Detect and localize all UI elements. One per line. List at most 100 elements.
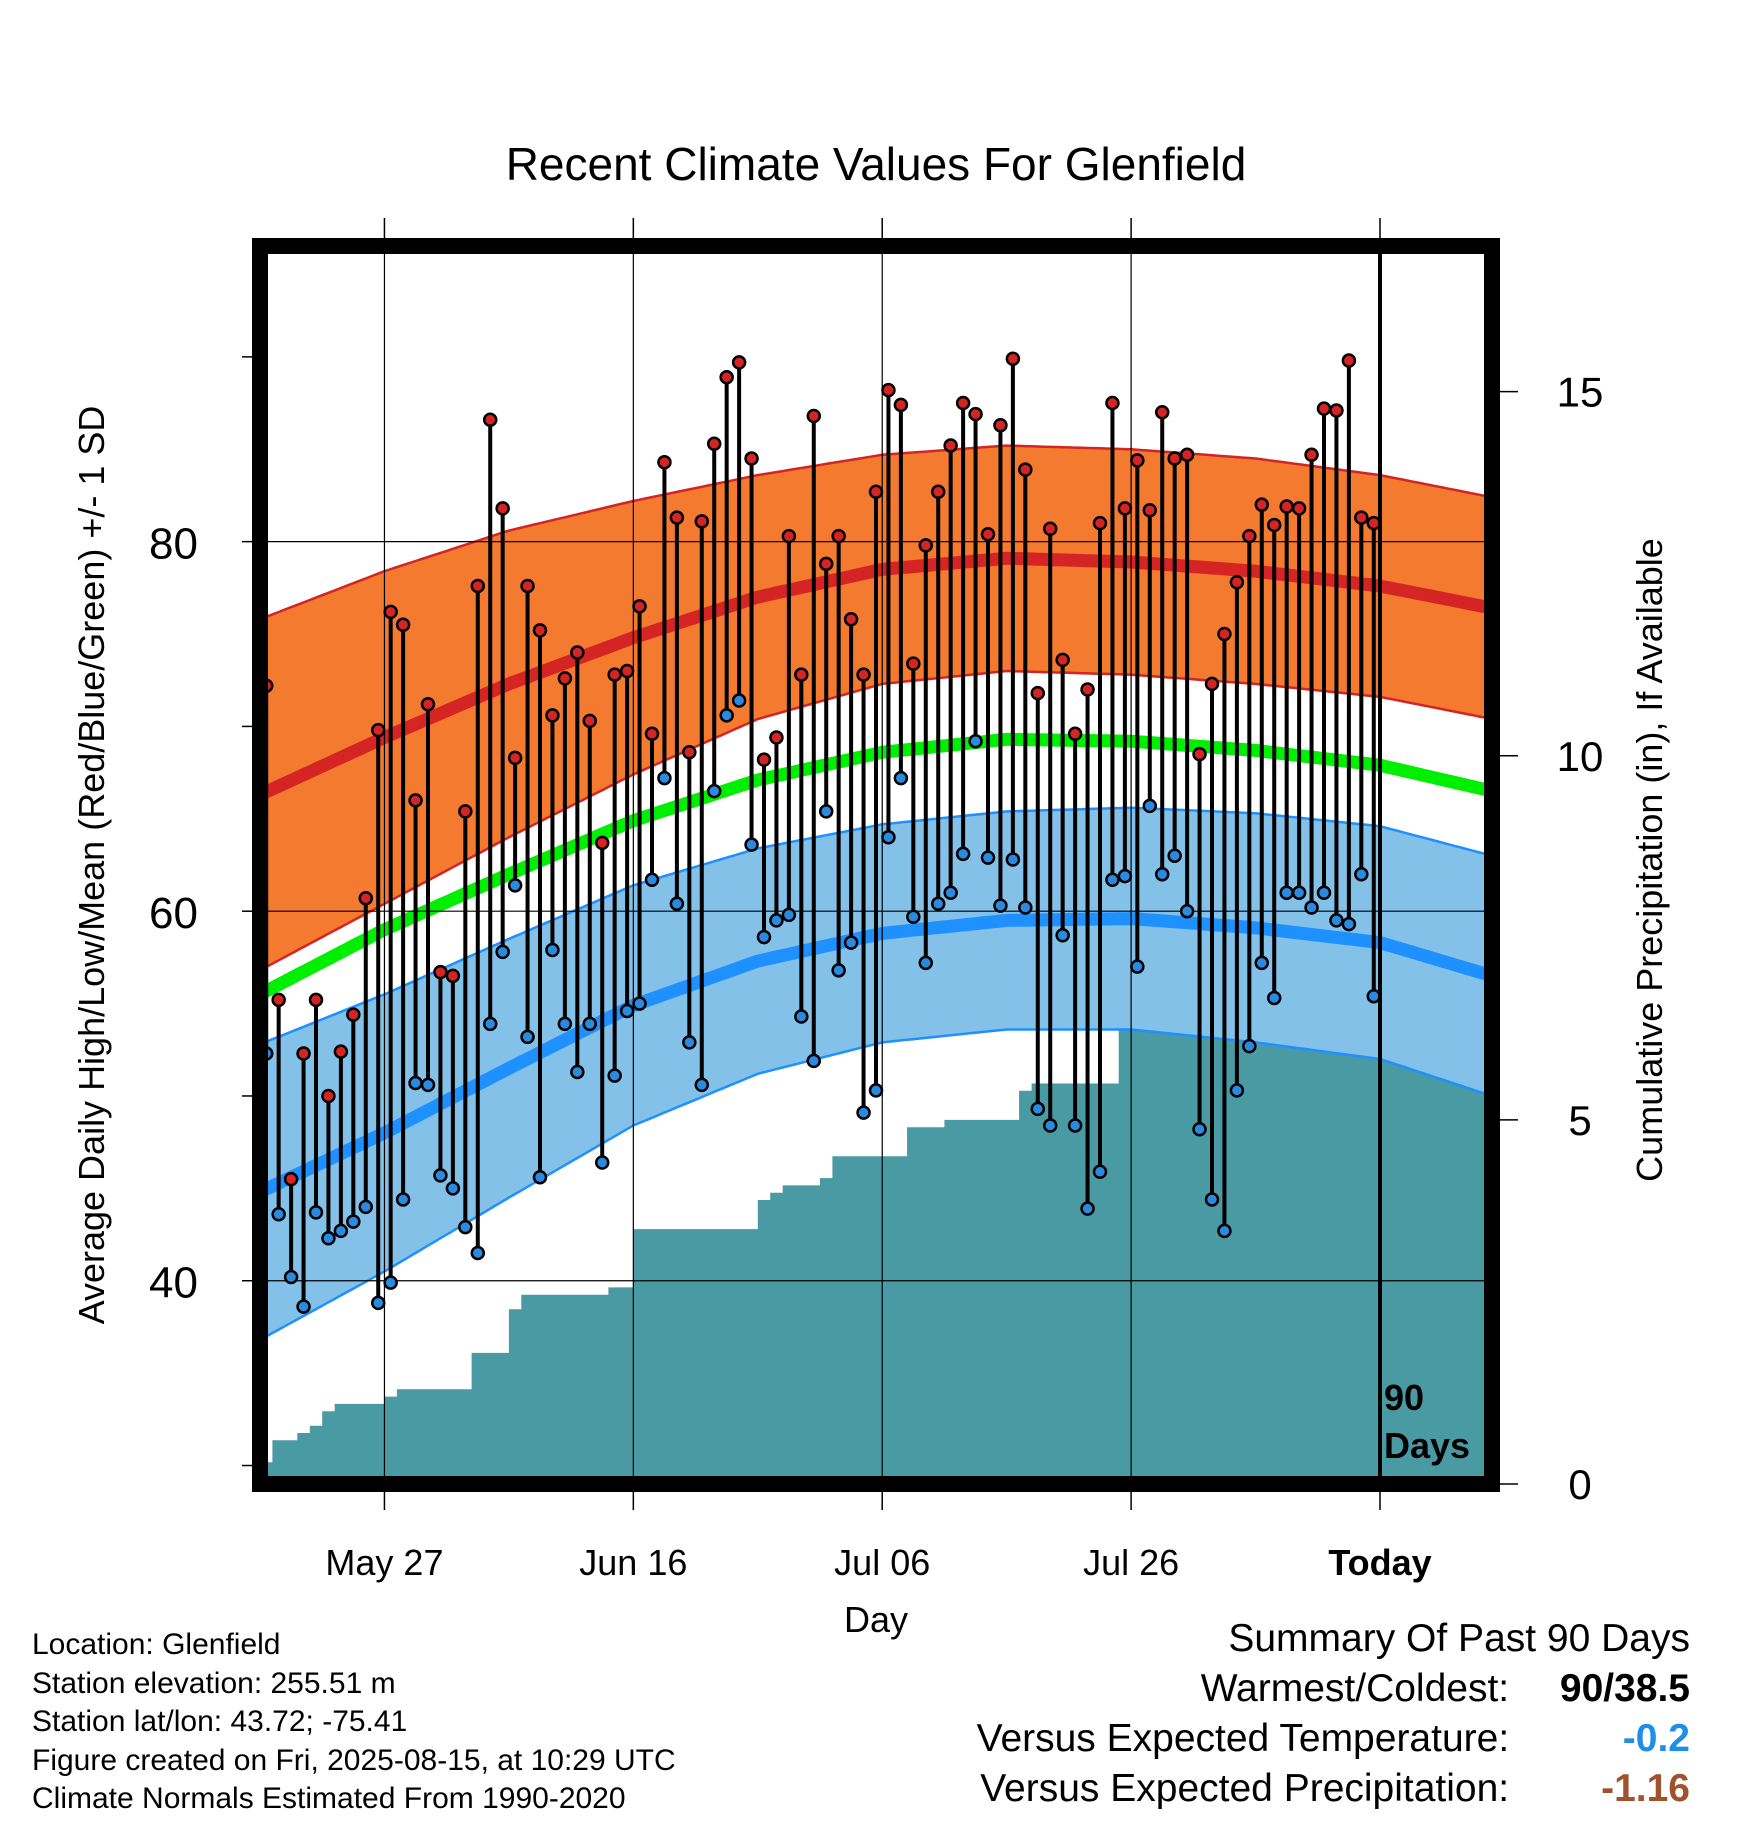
daily-high-point	[333, 1044, 349, 1059]
daily-high-point	[1042, 521, 1058, 536]
daily-low-point	[1042, 1118, 1058, 1133]
daily-low-point	[955, 846, 971, 862]
daily-low-point	[719, 708, 734, 723]
daily-low-point	[1005, 852, 1021, 867]
daily-low-point	[918, 955, 934, 971]
daily-high-point	[557, 671, 573, 686]
daily-low-point	[1254, 955, 1270, 971]
daily-low-point	[445, 1181, 461, 1196]
daily-low-point	[1229, 1083, 1245, 1098]
daily-high-point	[930, 484, 946, 500]
y-tick-label-60: 60	[149, 889, 198, 938]
daily-low-point	[1366, 988, 1382, 1004]
daily-high-point	[420, 696, 436, 712]
y2-tick-label-5: 5	[1568, 1097, 1591, 1144]
daily-low-point	[968, 733, 983, 749]
daily-high-point	[1366, 515, 1382, 531]
daily-high-point	[968, 406, 983, 422]
daily-high-point	[943, 438, 958, 453]
daily-low-point	[831, 963, 846, 978]
daily-high-point	[1067, 726, 1083, 742]
daily-low-point	[1154, 866, 1170, 882]
daily-high-point	[283, 1171, 299, 1187]
daily-low-point	[657, 770, 672, 786]
daily-low-point	[420, 1077, 436, 1093]
daily-low-point	[1117, 868, 1133, 884]
daily-high-point	[1316, 401, 1332, 416]
daily-low-point	[395, 1192, 411, 1207]
temp-label: Versus Expected Temperature:	[976, 1717, 1510, 1760]
precip-label: Versus Expected Precipitation:	[980, 1767, 1510, 1810]
precip-value: -1.16	[1601, 1767, 1690, 1810]
y-tick-label-80: 80	[149, 520, 198, 569]
daily-high-point	[906, 656, 921, 671]
daily-high-point	[831, 528, 846, 544]
daily-high-point	[594, 835, 610, 851]
normals-text: Climate Normals Estimated From 1990-2020	[32, 1782, 626, 1815]
daily-high-point	[370, 722, 386, 738]
daily-low-point	[482, 1016, 498, 1032]
daily-high-point	[669, 510, 685, 525]
plot-frame	[252, 238, 1500, 1492]
y2-tick-label-15: 15	[1557, 369, 1604, 416]
daily-low-point	[1130, 959, 1145, 974]
daily-low-point	[1354, 866, 1369, 882]
daily-high-point	[1217, 626, 1232, 642]
daily-high-point	[1117, 501, 1133, 516]
low-sd-band	[260, 807, 1492, 1340]
daily-low-point	[769, 913, 784, 928]
daily-high-point	[1341, 353, 1357, 368]
temp-value: -0.2	[1622, 1717, 1690, 1760]
daily-high-point	[1030, 685, 1046, 701]
daily-low-point	[520, 1029, 535, 1045]
daily-low-point	[1030, 1101, 1046, 1117]
daily-high-point	[1304, 447, 1319, 463]
daily-low-point	[283, 1269, 299, 1285]
daily-low-point	[1266, 990, 1282, 1006]
daily-low-point	[1055, 927, 1070, 943]
daily-low-point	[321, 1230, 336, 1246]
daily-low-point	[507, 878, 523, 893]
daily-high-point	[308, 992, 324, 1008]
daily-high-point	[719, 369, 734, 385]
y-tick-label-40: 40	[149, 1259, 198, 1308]
x-tick-label-today: Today	[1328, 1542, 1431, 1583]
today-days-word: Days	[1384, 1425, 1470, 1466]
daily-high-point	[607, 667, 622, 682]
daily-low-point	[794, 1009, 809, 1024]
x-axis-label: Day	[844, 1599, 908, 1640]
daily-high-point	[445, 968, 461, 984]
high-upper-edge	[260, 444, 1492, 621]
daily-low-point	[1080, 1201, 1095, 1216]
daily-low-point	[470, 1245, 486, 1261]
x-tick-label-jun-16: Jun 16	[579, 1542, 687, 1583]
daily-low-point	[943, 885, 958, 900]
daily-low-point	[980, 850, 996, 865]
daily-low-point	[744, 837, 759, 852]
elevation-text: Station elevation: 255.51 m	[32, 1666, 396, 1700]
daily-high-point	[868, 484, 884, 500]
daily-low-point	[570, 1064, 585, 1080]
daily-high-point	[321, 1088, 336, 1104]
daily-high-point	[769, 730, 784, 745]
daily-high-point	[582, 713, 598, 729]
daily-low-point	[545, 942, 560, 958]
daily-low-point	[632, 996, 647, 1011]
daily-high-point	[1092, 515, 1108, 531]
daily-high-point	[881, 382, 896, 398]
daily-low-point	[433, 1168, 448, 1183]
daily-low-point	[906, 909, 921, 924]
temp-row: Versus Expected Temperature: -0.2	[977, 1714, 1690, 1764]
daily-low-point	[781, 907, 797, 923]
daily-high-point	[1266, 517, 1282, 533]
daily-low-point	[383, 1275, 398, 1290]
daily-high-point	[818, 556, 834, 572]
x-tick-label-may-27: May 27	[325, 1542, 443, 1583]
daily-low-point	[930, 896, 946, 912]
daily-high-point	[458, 804, 473, 819]
x-tick-label-jul-06: Jul 06	[834, 1542, 930, 1583]
daily-low-point	[308, 1205, 324, 1220]
daily-low-point	[1192, 1121, 1207, 1137]
daily-low-point	[619, 1003, 635, 1019]
daily-low-point	[644, 872, 660, 888]
